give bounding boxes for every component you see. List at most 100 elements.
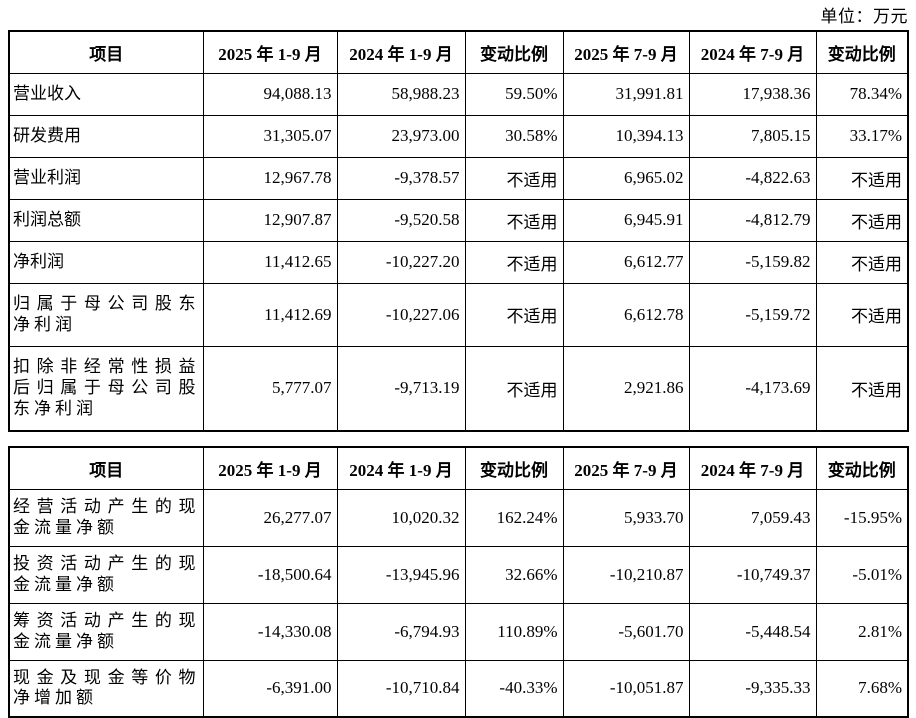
value-cell: -4,812.79 (688, 198, 817, 242)
value-cell: -18,500.64 (202, 545, 338, 604)
value-cell: 26,277.07 (202, 488, 338, 547)
row-label: 营业收入 (8, 72, 204, 116)
row-label: 扣除非经常性损益后归属于母公司股东净利润 (8, 345, 204, 432)
row-label: 投资活动产生的现金流量净额 (8, 545, 204, 604)
value-cell: -9,520.58 (336, 198, 466, 242)
row-label: 净利润 (8, 240, 204, 284)
value-cell: 不适用 (464, 345, 564, 432)
value-cell: 2.81% (815, 602, 909, 661)
table-row: 扣除非经常性损益后归属于母公司股东净利润 5,777.07 -9,713.19 … (8, 345, 909, 432)
value-cell: 不适用 (464, 156, 564, 200)
value-cell: -9,378.57 (336, 156, 466, 200)
table-row: 研发费用 31,305.07 23,973.00 30.58% 10,394.1… (8, 114, 909, 158)
table-row: 投资活动产生的现金流量净额 -18,500.64 -13,945.96 32.6… (8, 545, 909, 604)
table-header-row: 项目 2025 年 1-9 月 2024 年 1-9 月 变动比例 2025 年… (8, 30, 909, 74)
value-cell: 11,412.69 (202, 282, 338, 347)
table-row: 经营活动产生的现金流量净额 26,277.07 10,020.32 162.24… (8, 488, 909, 547)
value-cell: 2,921.86 (562, 345, 690, 432)
value-cell: 6,945.91 (562, 198, 690, 242)
cashflow-table: 项目 2025 年 1-9 月 2024 年 1-9 月 变动比例 2025 年… (8, 446, 909, 718)
value-cell: 94,088.13 (202, 72, 338, 116)
value-cell: 不适用 (464, 198, 564, 242)
table-row: 营业收入 94,088.13 58,988.23 59.50% 31,991.8… (8, 72, 909, 116)
value-cell: 不适用 (815, 198, 909, 242)
value-cell: 6,612.78 (562, 282, 690, 347)
value-cell: -5,159.82 (688, 240, 817, 284)
value-cell: -9,713.19 (336, 345, 466, 432)
table-row: 净利润 11,412.65 -10,227.20 不适用 6,612.77 -5… (8, 240, 909, 284)
value-cell: 7,059.43 (688, 488, 817, 547)
value-cell: 不适用 (464, 282, 564, 347)
value-cell: 110.89% (464, 602, 564, 661)
column-header-2025-7-9: 2025 年 7-9 月 (562, 30, 690, 74)
column-header-change-2: 变动比例 (815, 30, 909, 74)
row-label: 现金及现金等价物净增加额 (8, 659, 204, 718)
table-row: 现金及现金等价物净增加额 -6,391.00 -10,710.84 -40.33… (8, 659, 909, 718)
value-cell: 31,991.81 (562, 72, 690, 116)
value-cell: 78.34% (815, 72, 909, 116)
column-header-2024-1-9: 2024 年 1-9 月 (336, 30, 466, 74)
value-cell: -10,051.87 (562, 659, 690, 718)
value-cell: 不适用 (815, 156, 909, 200)
value-cell: 6,612.77 (562, 240, 690, 284)
value-cell: 30.58% (464, 114, 564, 158)
value-cell: 162.24% (464, 488, 564, 547)
value-cell: 不适用 (815, 240, 909, 284)
value-cell: -9,335.33 (688, 659, 817, 718)
value-cell: -6,391.00 (202, 659, 338, 718)
value-cell: 58,988.23 (336, 72, 466, 116)
value-cell: 33.17% (815, 114, 909, 158)
value-cell: 7.68% (815, 659, 909, 718)
column-header-change-1: 变动比例 (464, 30, 564, 74)
value-cell: -10,227.20 (336, 240, 466, 284)
value-cell: -6,794.93 (336, 602, 466, 661)
row-label: 研发费用 (8, 114, 204, 158)
column-header-2025-7-9: 2025 年 7-9 月 (562, 446, 690, 490)
value-cell: 不适用 (464, 240, 564, 284)
row-label: 经营活动产生的现金流量净额 (8, 488, 204, 547)
value-cell: 31,305.07 (202, 114, 338, 158)
value-cell: -40.33% (464, 659, 564, 718)
unit-label: 单位：万元 (820, 7, 908, 26)
column-header-2024-7-9: 2024 年 7-9 月 (688, 30, 817, 74)
column-header-change-1: 变动比例 (464, 446, 564, 490)
table-row: 利润总额 12,907.87 -9,520.58 不适用 6,945.91 -4… (8, 198, 909, 242)
value-cell: 17,938.36 (688, 72, 817, 116)
value-cell: -5,601.70 (562, 602, 690, 661)
table-row: 归属于母公司股东净利润 11,412.69 -10,227.06 不适用 6,6… (8, 282, 909, 347)
value-cell: 23,973.00 (336, 114, 466, 158)
value-cell: -10,210.87 (562, 545, 690, 604)
column-header-2024-1-9: 2024 年 1-9 月 (336, 446, 466, 490)
column-header-item: 项目 (8, 446, 204, 490)
value-cell: 6,965.02 (562, 156, 690, 200)
value-cell: -10,749.37 (688, 545, 817, 604)
table-header-row: 项目 2025 年 1-9 月 2024 年 1-9 月 变动比例 2025 年… (8, 446, 909, 490)
column-header-change-2: 变动比例 (815, 446, 909, 490)
value-cell: -5.01% (815, 545, 909, 604)
value-cell: 不适用 (815, 282, 909, 347)
value-cell: 12,967.78 (202, 156, 338, 200)
column-header-item: 项目 (8, 30, 204, 74)
row-label: 利润总额 (8, 198, 204, 242)
column-header-2025-1-9: 2025 年 1-9 月 (202, 446, 338, 490)
value-cell: 32.66% (464, 545, 564, 604)
value-cell: -5,159.72 (688, 282, 817, 347)
value-cell: 10,020.32 (336, 488, 466, 547)
column-header-2024-7-9: 2024 年 7-9 月 (688, 446, 817, 490)
row-label: 筹资活动产生的现金流量净额 (8, 602, 204, 661)
value-cell: -4,822.63 (688, 156, 817, 200)
profit-table: 项目 2025 年 1-9 月 2024 年 1-9 月 变动比例 2025 年… (8, 30, 909, 432)
value-cell: 7,805.15 (688, 114, 817, 158)
value-cell: 11,412.65 (202, 240, 338, 284)
value-cell: 不适用 (815, 345, 909, 432)
row-label: 归属于母公司股东净利润 (8, 282, 204, 347)
value-cell: 59.50% (464, 72, 564, 116)
value-cell: -14,330.08 (202, 602, 338, 661)
value-cell: -10,710.84 (336, 659, 466, 718)
value-cell: -10,227.06 (336, 282, 466, 347)
value-cell: 5,933.70 (562, 488, 690, 547)
value-cell: -5,448.54 (688, 602, 817, 661)
table-row: 营业利润 12,967.78 -9,378.57 不适用 6,965.02 -4… (8, 156, 909, 200)
value-cell: 10,394.13 (562, 114, 690, 158)
value-cell: 12,907.87 (202, 198, 338, 242)
